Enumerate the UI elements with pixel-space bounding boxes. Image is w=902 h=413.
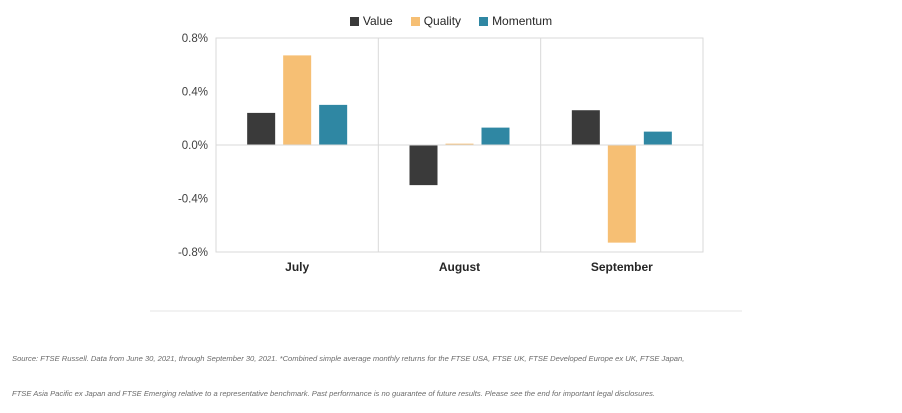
legend-label: Momentum [492,14,553,28]
y-tick-label: 0.4% [182,87,208,99]
x-tick-label: September [591,260,653,274]
bar-momentum-august [481,127,510,145]
bar-chart: 0.8% 0.4% 0.0% -0.4% -0.8% July August Septembe… [150,33,742,312]
y-tick-label: 0.8% [182,33,208,45]
bar-momentum-september [643,131,672,145]
y-tick-label: -0.4% [178,194,208,206]
legend-item-momentum: Momentum [479,14,552,28]
bar-value-august [409,145,438,186]
chart-legend: Value Quality Momentum [0,12,902,30]
x-tick-label: August [439,260,480,274]
legend-item-value: Value [349,14,393,28]
x-tick-label: July [285,260,309,274]
bar-momentum-july [319,104,348,145]
bar-value-september [571,110,600,145]
bar-quality-september [607,145,636,243]
y-tick-label: 0.0% [182,140,208,152]
legend-item-quality: Quality [410,14,462,28]
legend-swatch [479,16,489,26]
legend-swatch [410,16,420,26]
bar-value-july [247,112,276,145]
bar-quality-august [445,143,474,145]
legend-label: Value [362,14,393,28]
source-note-line-1: Source: FTSE Russell. Data from June 30,… [12,354,685,363]
source-note-line-2: FTSE Asia Pacific ex Japan and FTSE Emer… [12,389,655,398]
legend-label: Quality [423,14,462,28]
legend-swatch [349,16,359,26]
bar-quality-july [283,55,312,146]
y-tick-label: -0.8% [178,247,208,259]
